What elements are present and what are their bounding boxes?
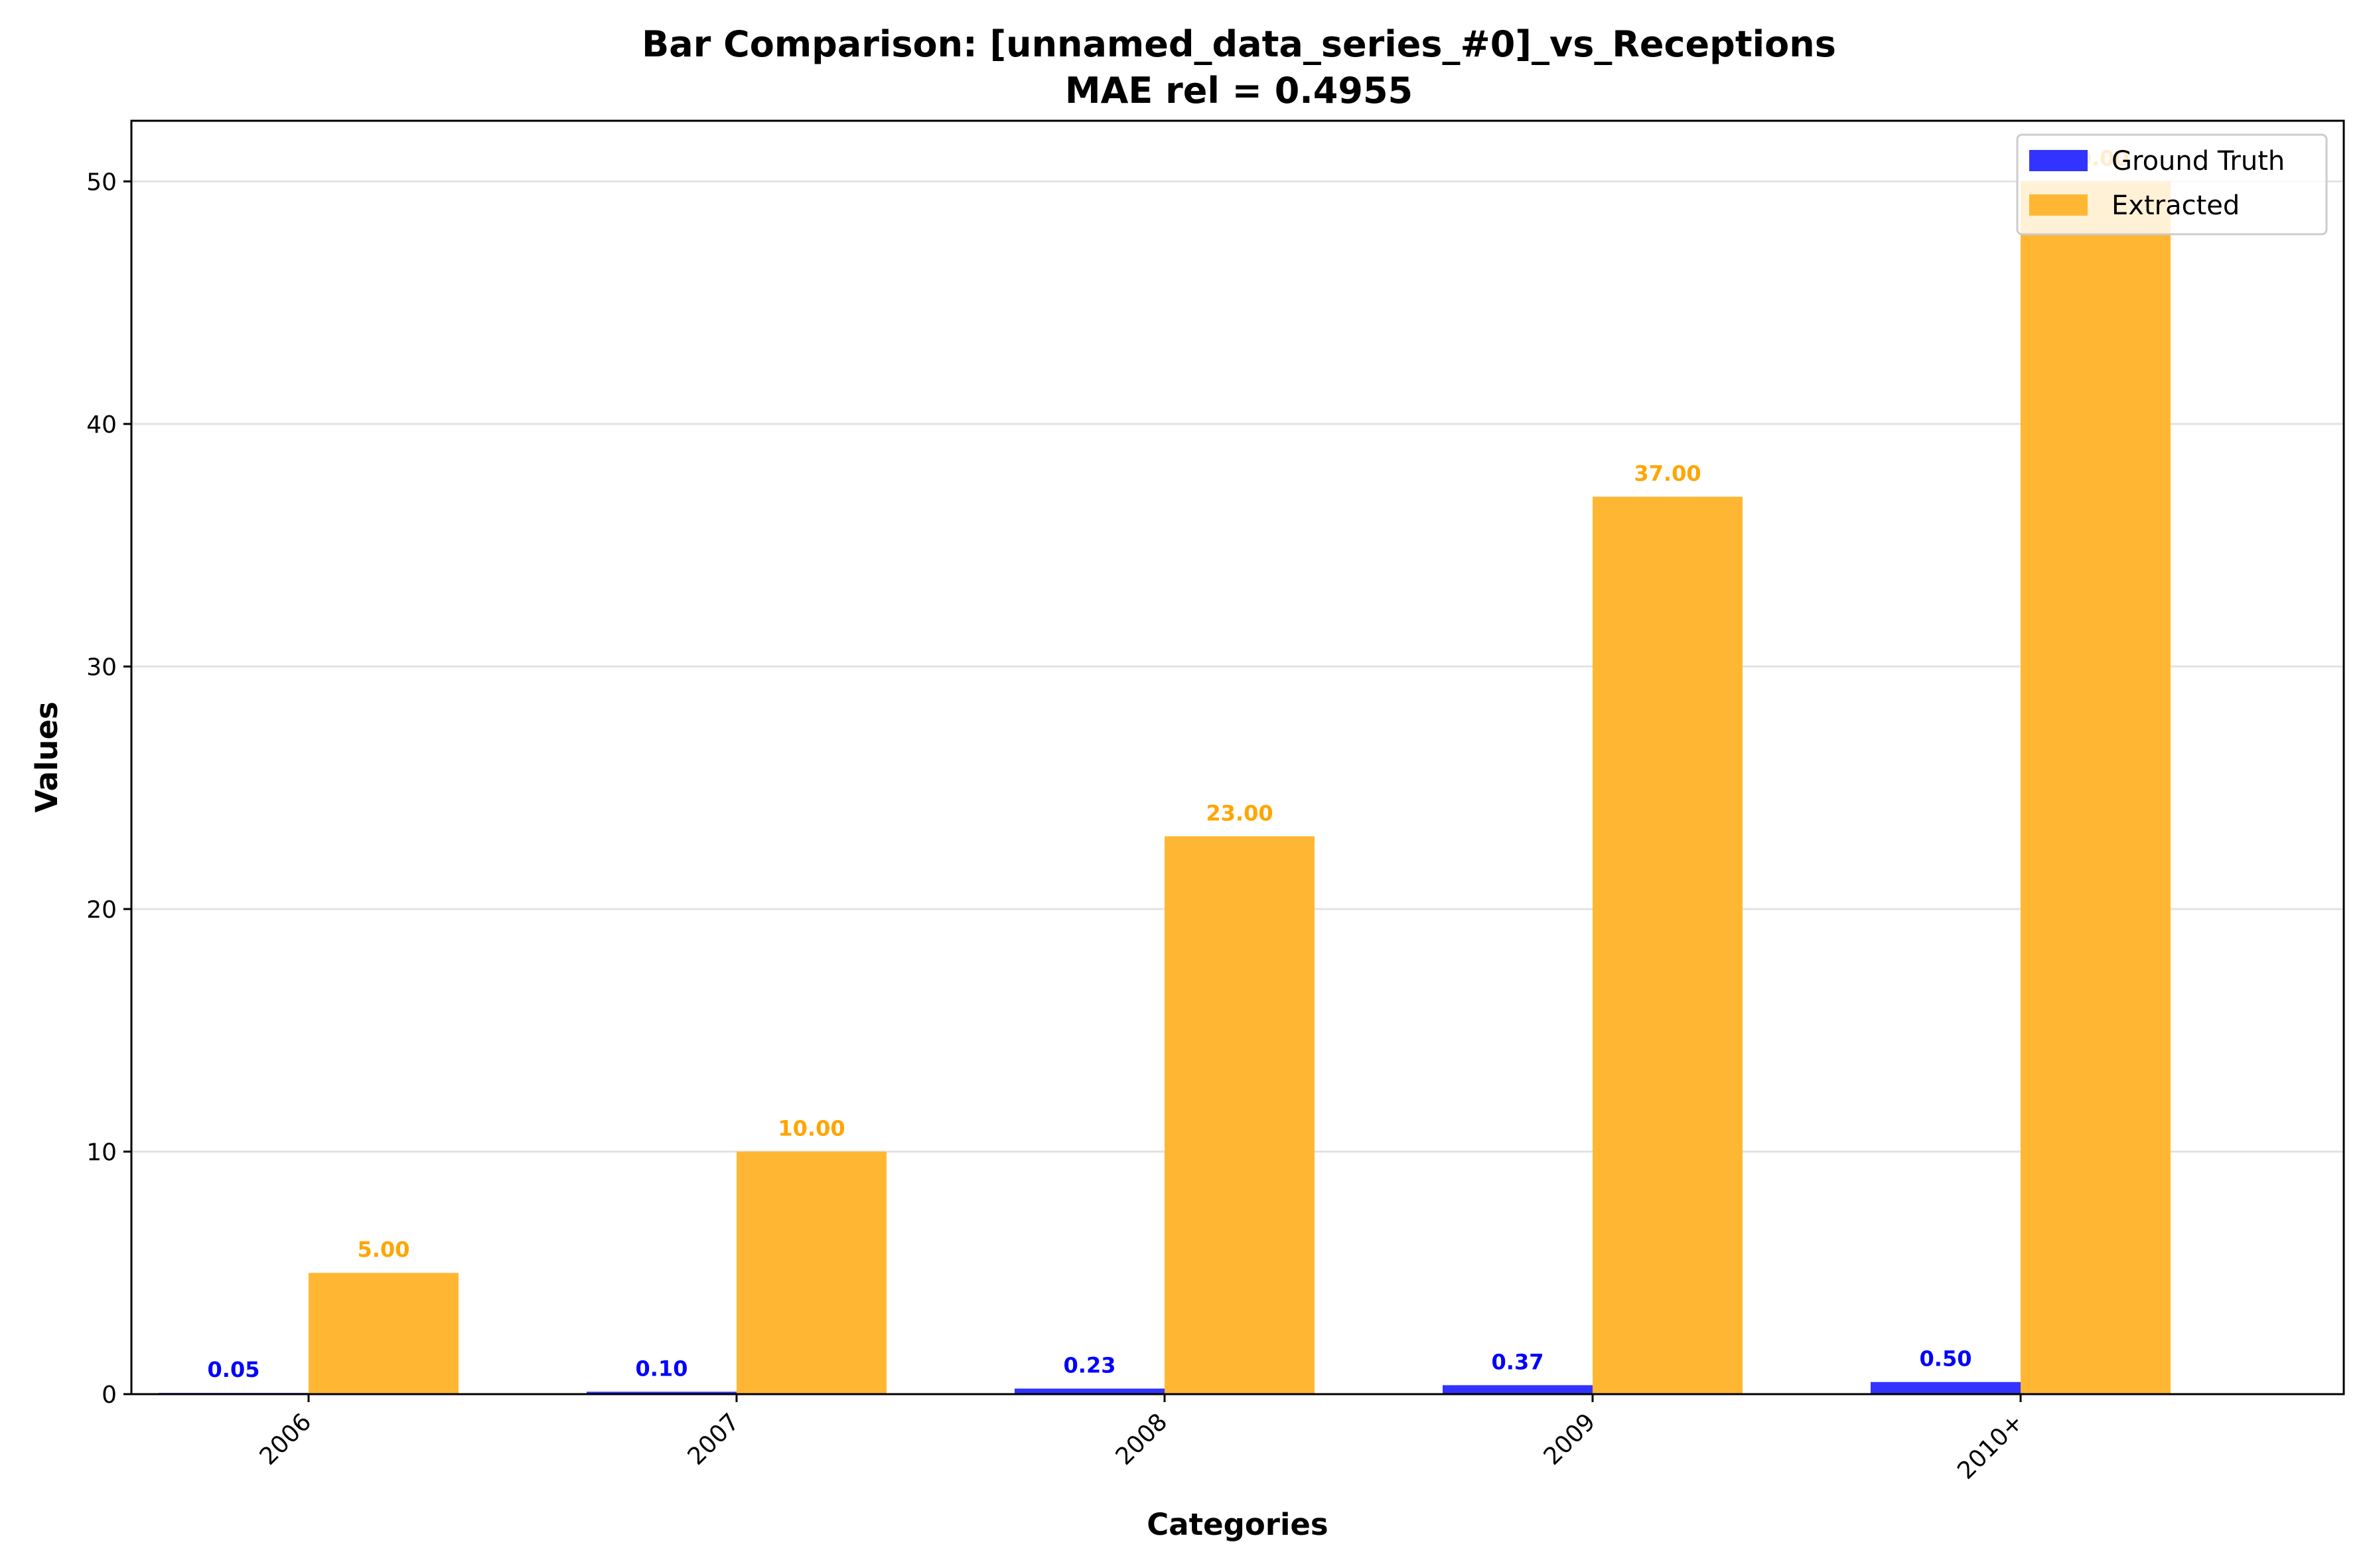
bar-extracted-2007: [737, 1151, 887, 1394]
legend: Ground Truth Extracted: [2016, 133, 2328, 236]
legend-label-extracted: Extracted: [2112, 190, 2240, 221]
data-label-ground-truth-2009: 0.37: [1492, 1349, 1544, 1374]
bar-extracted-2010: [2021, 181, 2171, 1394]
bar-extracted-2009: [1593, 496, 1743, 1394]
legend-swatch-extracted: [2029, 194, 2088, 216]
bar-extracted-2008: [1165, 836, 1315, 1394]
data-label-ground-truth-2010: 0.50: [1920, 1346, 1972, 1372]
legend-swatch-ground-truth: [2029, 150, 2088, 171]
y-tick-label-20: 20: [86, 896, 117, 924]
bar-ground-truth-2008: [1015, 1388, 1165, 1394]
bars: [159, 181, 2171, 1394]
bar-ground-truth-2010: [1871, 1382, 2021, 1394]
bar-extracted-2006: [309, 1273, 459, 1394]
data-labels: 0.055.000.1010.000.2323.000.3737.000.505…: [208, 145, 2129, 1382]
legend-label-ground-truth: Ground Truth: [2112, 146, 2285, 177]
legend-frame: [2016, 133, 2328, 236]
x-axis-label: Categories: [1147, 1507, 1328, 1542]
plot-frame: [130, 119, 2345, 1395]
data-label-ground-truth-2007: 0.10: [636, 1356, 688, 1381]
y-tick-label-30: 30: [86, 654, 117, 681]
data-label-ground-truth-2008: 0.23: [1064, 1353, 1116, 1378]
y-tick-label-40: 40: [86, 411, 117, 439]
y-axis-label: Values: [29, 701, 64, 813]
bar-ground-truth-2007: [587, 1391, 737, 1394]
data-label-extracted-2009: 37.00: [1634, 461, 1701, 486]
y-tick-label-10: 10: [86, 1139, 117, 1166]
chart-title: Bar Comparison: [unnamed_data_series_#0]…: [642, 23, 1836, 65]
data-label-extracted-2007: 10.00: [778, 1115, 845, 1141]
data-label-extracted-2006: 5.00: [358, 1237, 410, 1262]
y-tick-label-0: 0: [102, 1382, 117, 1409]
data-label-ground-truth-2006: 0.05: [208, 1357, 260, 1382]
chart-subtitle: MAE rel = 0.4955: [1065, 70, 1413, 111]
data-label-extracted-2008: 23.00: [1206, 800, 1273, 825]
y-tick-label-50: 50: [86, 169, 117, 196]
bar-ground-truth-2009: [1443, 1385, 1593, 1394]
y-axis-ticks: 0 10 20 30 40 50: [86, 169, 131, 1409]
